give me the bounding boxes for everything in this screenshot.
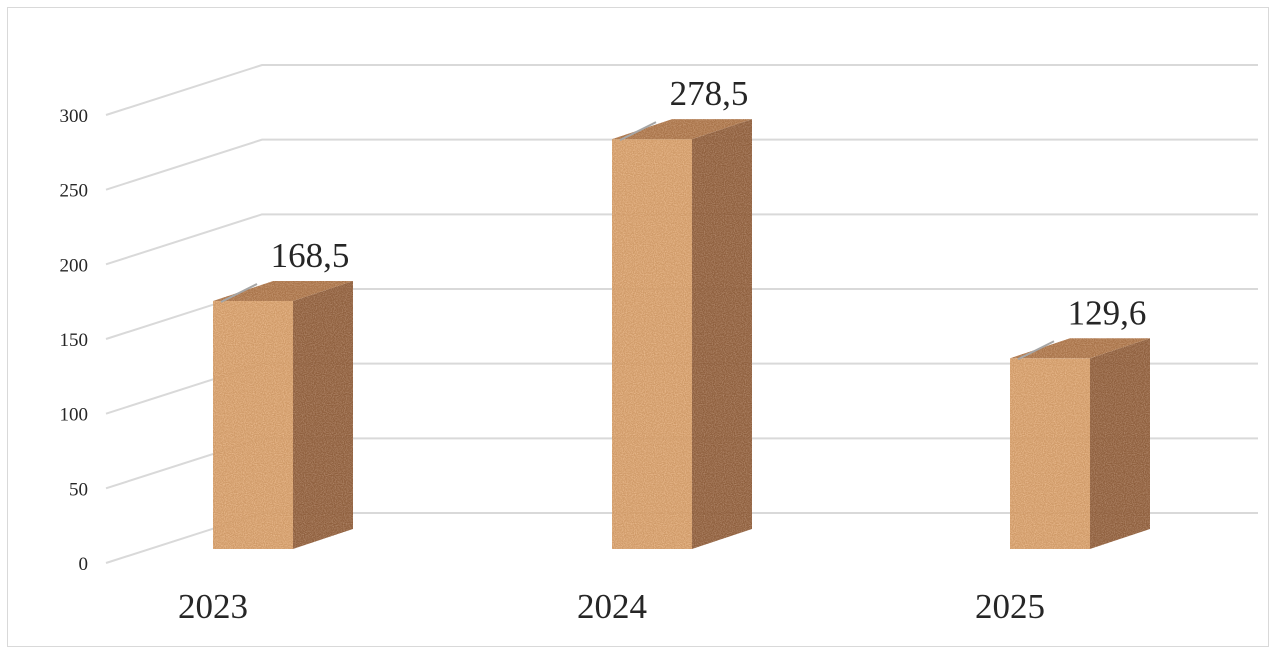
data-labels: 168,5 278,5 129,6 xyxy=(220,74,1147,361)
y-tick-label: 250 xyxy=(60,181,89,202)
x-category-label: 2025 xyxy=(975,587,1045,626)
data-label: 278,5 xyxy=(670,74,749,113)
data-label-leader xyxy=(1017,340,1055,361)
bar-top-face xyxy=(612,119,752,140)
data-label-leader xyxy=(220,283,258,303)
y-tick-label: 300 xyxy=(60,106,89,127)
bar-front-face xyxy=(213,301,293,549)
bar xyxy=(213,281,353,549)
bar-side-face xyxy=(692,119,752,549)
y-tick-label: 150 xyxy=(60,330,89,351)
gridlines xyxy=(105,64,1258,564)
bar xyxy=(612,119,752,549)
bar-side-face xyxy=(293,281,353,549)
gridline xyxy=(105,64,1258,116)
y-tick-label: 100 xyxy=(60,405,89,426)
bar xyxy=(1010,338,1150,549)
bar-side-face xyxy=(1090,338,1150,549)
bar-chart: 0 50 100 150 200 250 300 2023 2024 2025 168,5 278… xyxy=(60,64,1258,626)
y-tick-label: 200 xyxy=(60,255,89,276)
gridline xyxy=(105,213,1258,266)
bars xyxy=(213,119,1150,549)
y-tick-label: 50 xyxy=(69,479,88,500)
bar-front-face xyxy=(1010,358,1090,549)
bar-top-face xyxy=(1010,338,1150,359)
x-category-label: 2023 xyxy=(178,587,248,626)
x-axis-categories: 2023 2024 2025 xyxy=(178,587,1045,626)
data-label-leader xyxy=(619,121,657,142)
x-category-label: 2024 xyxy=(577,587,647,626)
y-tick-label: 0 xyxy=(79,554,89,575)
bar-top-face xyxy=(213,281,353,302)
bar-front-face xyxy=(612,139,692,549)
y-axis-ticks: 0 50 100 150 200 250 300 xyxy=(60,106,89,575)
data-label: 129,6 xyxy=(1068,293,1147,332)
data-label: 168,5 xyxy=(271,236,350,275)
gridline xyxy=(105,138,1258,191)
